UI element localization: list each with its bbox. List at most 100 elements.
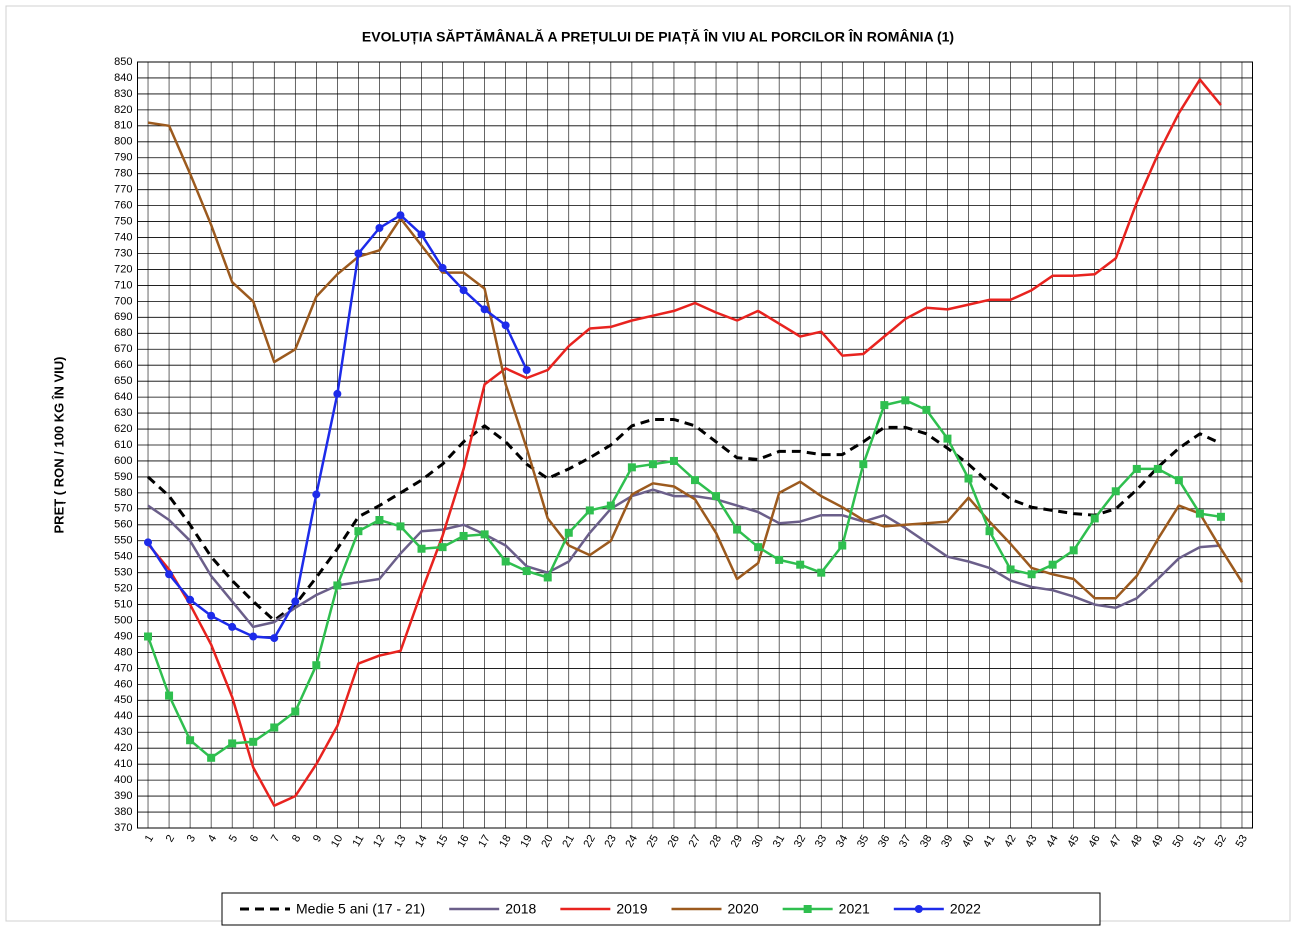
marker — [585, 506, 594, 515]
marker — [859, 460, 868, 469]
legend-entry: 2022 — [893, 901, 981, 917]
marker — [375, 223, 384, 232]
y-tick-label: 830 — [114, 88, 132, 100]
x-tick-label: 21 — [560, 833, 577, 850]
y-tick-label: 740 — [114, 231, 132, 243]
y-tick-label: 590 — [114, 471, 132, 483]
y-tick-label: 570 — [114, 503, 132, 515]
marker — [270, 723, 279, 732]
y-tick-label: 460 — [114, 678, 132, 690]
x-tick-label: 6 — [248, 833, 261, 844]
x-tick-label: 28 — [708, 833, 725, 850]
y-tick-label: 580 — [114, 487, 132, 499]
y-tick-label: 760 — [114, 200, 132, 212]
marker — [396, 522, 405, 531]
series-line — [146, 399, 1222, 760]
x-tick-label: 7 — [269, 833, 282, 844]
marker — [228, 622, 237, 631]
legend-entry: 2019 — [560, 901, 648, 917]
legend-label: 2021 — [839, 901, 870, 917]
y-tick-label: 670 — [114, 343, 132, 355]
x-tick-label: 37 — [897, 833, 914, 850]
x-tick-label: 4 — [206, 833, 219, 844]
marker — [459, 531, 468, 540]
x-tick-label: 3 — [185, 833, 198, 844]
x-tick-label: 22 — [581, 833, 598, 850]
x-tick-label: 23 — [602, 833, 619, 850]
marker — [733, 525, 742, 534]
y-tick-label: 620 — [114, 423, 132, 435]
marker — [1153, 464, 1162, 473]
y-tick-label: 420 — [114, 742, 132, 754]
marker — [333, 581, 342, 590]
marker — [144, 538, 153, 547]
marker — [627, 463, 636, 472]
marker — [249, 632, 258, 641]
marker — [901, 396, 910, 405]
legend-label: Medie 5 ani (17 - 21) — [296, 901, 425, 917]
y-tick-label: 800 — [114, 136, 132, 148]
y-tick-label: 430 — [114, 726, 132, 738]
y-tick-label: 780 — [114, 168, 132, 180]
y-tick-label: 690 — [114, 311, 132, 323]
marker — [207, 611, 216, 620]
marker — [648, 460, 657, 469]
x-tick-label: 2 — [164, 833, 177, 844]
x-tick-label: 19 — [518, 833, 535, 850]
y-tick-label: 710 — [114, 279, 132, 291]
marker — [1216, 512, 1225, 521]
x-tick-label: 26 — [666, 833, 683, 850]
marker — [480, 305, 489, 314]
marker — [775, 555, 784, 564]
marker — [817, 568, 826, 577]
x-tick-label: 33 — [813, 833, 830, 850]
series-line — [147, 78, 1222, 807]
y-tick-label: 650 — [114, 375, 132, 387]
marker — [207, 753, 216, 762]
y-tick-label: 610 — [114, 439, 132, 451]
y-tick-label: 400 — [114, 774, 132, 786]
marker — [291, 597, 300, 606]
y-tick-label: 640 — [114, 391, 132, 403]
x-tick-label: 20 — [539, 833, 556, 850]
y-tick-label: 510 — [114, 598, 132, 610]
marker — [165, 691, 174, 700]
x-tick-label: 27 — [687, 833, 704, 850]
x-tick-label: 34 — [834, 833, 851, 850]
y-tick-label: 600 — [114, 455, 132, 467]
y-tick-label: 490 — [114, 630, 132, 642]
marker — [838, 541, 847, 550]
y-tick-label: 730 — [114, 247, 132, 259]
marker — [1090, 514, 1099, 523]
x-tick-label: 12 — [371, 833, 388, 850]
x-tick-label: 11 — [350, 833, 366, 849]
y-tick-label: 540 — [114, 551, 132, 563]
y-tick-label: 810 — [114, 120, 132, 132]
x-tick-label: 30 — [750, 833, 767, 850]
marker — [712, 492, 721, 501]
y-tick-label: 450 — [114, 694, 132, 706]
marker — [985, 527, 994, 536]
x-tick-label: 24 — [623, 833, 640, 850]
x-tick-label: 13 — [392, 833, 409, 850]
marker — [1132, 464, 1141, 473]
x-tick-label: 16 — [455, 833, 472, 850]
marker — [1048, 560, 1057, 569]
marker — [312, 661, 321, 670]
x-tick-label: 8 — [290, 833, 303, 844]
y-tick-label: 380 — [114, 806, 132, 818]
marker — [438, 263, 447, 272]
y-tick-label: 750 — [114, 215, 132, 227]
x-tick-label: 43 — [1023, 833, 1040, 850]
y-tick-label: 560 — [114, 519, 132, 531]
y-tick-label: 520 — [114, 583, 132, 595]
y-tick-label: 700 — [114, 295, 132, 307]
marker — [1195, 509, 1204, 518]
marker — [522, 365, 531, 374]
marker — [480, 530, 489, 539]
x-tick-label: 1 — [143, 833, 156, 844]
legend-entry: 2018 — [449, 901, 537, 917]
x-tick-label: 42 — [1002, 833, 1019, 850]
legend-marker — [803, 905, 812, 913]
x-tick-label: 35 — [855, 833, 872, 850]
